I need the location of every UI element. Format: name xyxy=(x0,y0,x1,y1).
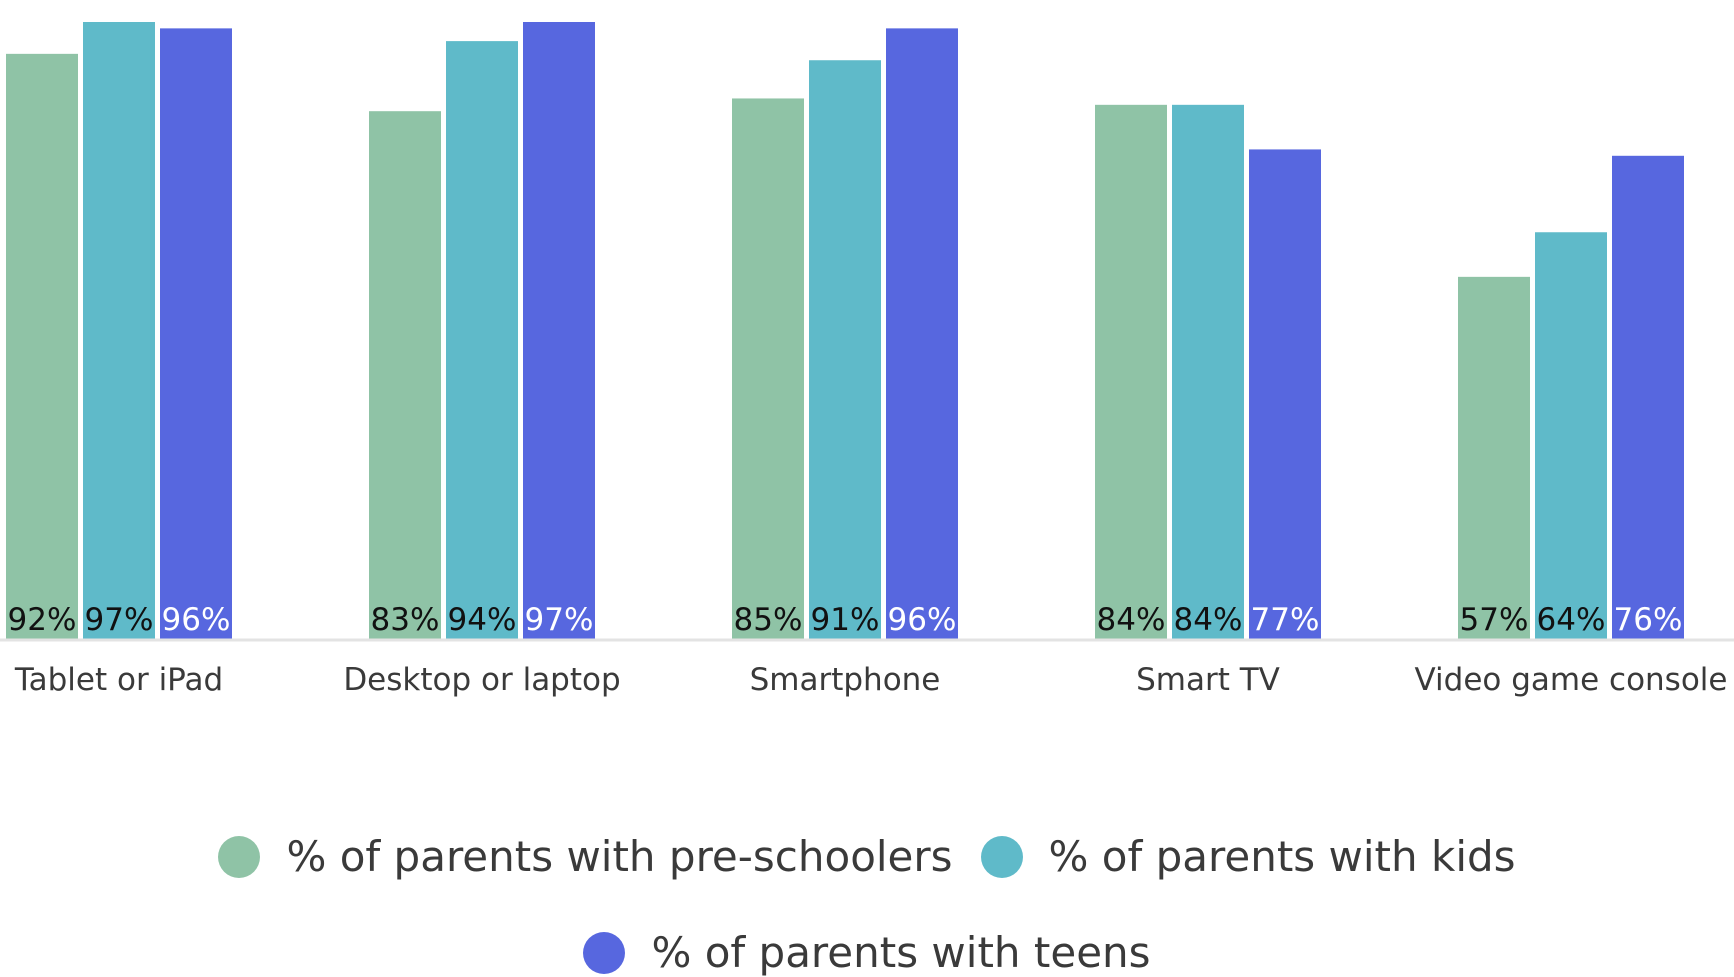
bar-smart-tv-series-2[interactable] xyxy=(1249,149,1321,641)
data-label-smart-tv-series-0: 84% xyxy=(1097,602,1166,638)
data-label-tablet-or-ipad-series-1: 97% xyxy=(85,602,154,638)
x-axis-labels: Tablet or iPad Desktop or laptopcomputer S… xyxy=(14,662,1728,700)
legend-marker-teens xyxy=(583,931,626,974)
data-label-smart-tv-series-2: 77% xyxy=(1251,602,1320,638)
data-label-smartphone-series-0: 85% xyxy=(734,602,803,638)
legend-marker-kids xyxy=(980,835,1023,878)
data-label-desktop-or-laptop-computer-series-2: 97% xyxy=(525,602,594,638)
legend-item-teens[interactable]: % of parents with teens xyxy=(583,928,1151,977)
legend-label-teens: % of parents with teens xyxy=(651,928,1151,977)
legend-row-2: % of parents with teens xyxy=(0,928,1734,977)
bar-chart: 92% 97% 96% 83% 94% 97% 85% 91% 96% 84% 84% 77% 57% 6… xyxy=(0,22,1734,700)
data-label-smart-tv-series-1: 84% xyxy=(1174,602,1243,638)
legend-label-kids: % of parents with kids xyxy=(1048,832,1516,881)
bar-video-game-console-series-0[interactable] xyxy=(1458,276,1530,640)
bar-smartphone-series-2[interactable] xyxy=(886,28,958,640)
x-tick-label-video-game-console: Video game console xyxy=(1415,662,1728,698)
data-label-video-game-console-series-0: 57% xyxy=(1460,602,1529,638)
x-tick-label-smartphone: Smartphone xyxy=(750,662,941,698)
legend-label-preschoolers: % of parents with pre-schoolers xyxy=(286,832,953,881)
bar-tablet-or-ipad-series-0[interactable] xyxy=(6,53,78,641)
legend-marker-preschoolers xyxy=(218,835,261,878)
bar-video-game-console-series-1[interactable] xyxy=(1535,232,1607,640)
data-label-desktop-or-laptop-computer-series-1: 94% xyxy=(448,602,517,638)
legend-item-kids[interactable]: % of parents with kids xyxy=(980,832,1516,881)
data-label-video-game-console-series-2: 76% xyxy=(1614,602,1683,638)
bar-smartphone-series-0[interactable] xyxy=(732,98,804,640)
bar-smartphone-series-1[interactable] xyxy=(809,60,881,640)
bar-tablet-or-ipad-series-2[interactable] xyxy=(160,28,232,640)
x-tick-label-smart-tv: Smart TV xyxy=(1136,662,1280,698)
bar-smart-tv-series-0[interactable] xyxy=(1095,104,1167,640)
bars-layer: 92% 97% 96% 83% 94% 97% 85% 91% 96% 84% 84% 77% 57% 6… xyxy=(6,22,1684,641)
data-label-video-game-console-series-1: 64% xyxy=(1537,602,1606,638)
legend-item-preschoolers[interactable]: % of parents with pre-schoolers xyxy=(218,832,953,881)
data-label-smartphone-series-2: 96% xyxy=(888,602,957,638)
data-label-desktop-or-laptop-computer-series-0: 83% xyxy=(371,602,440,638)
legend-row-1: % of parents with pre-schoolers % of par… xyxy=(0,832,1734,881)
data-label-smartphone-series-1: 91% xyxy=(811,602,880,638)
bar-desktop-or-laptop-computer-series-1[interactable] xyxy=(446,41,518,640)
bar-desktop-or-laptop-computer-series-0[interactable] xyxy=(369,111,441,641)
bar-smart-tv-series-1[interactable] xyxy=(1172,104,1244,640)
data-label-tablet-or-ipad-series-0: 92% xyxy=(8,602,77,638)
bar-tablet-or-ipad-series-1[interactable] xyxy=(83,22,155,640)
data-label-tablet-or-ipad-series-2: 96% xyxy=(162,602,231,638)
x-tick-label-tablet-or-ipad: Tablet or iPad xyxy=(14,662,223,698)
x-tick-label-desktop-or-laptop-computer: Desktop or laptopcomputer xyxy=(343,662,620,700)
bar-desktop-or-laptop-computer-series-2[interactable] xyxy=(523,22,595,640)
bar-video-game-console-series-2[interactable] xyxy=(1612,155,1684,640)
